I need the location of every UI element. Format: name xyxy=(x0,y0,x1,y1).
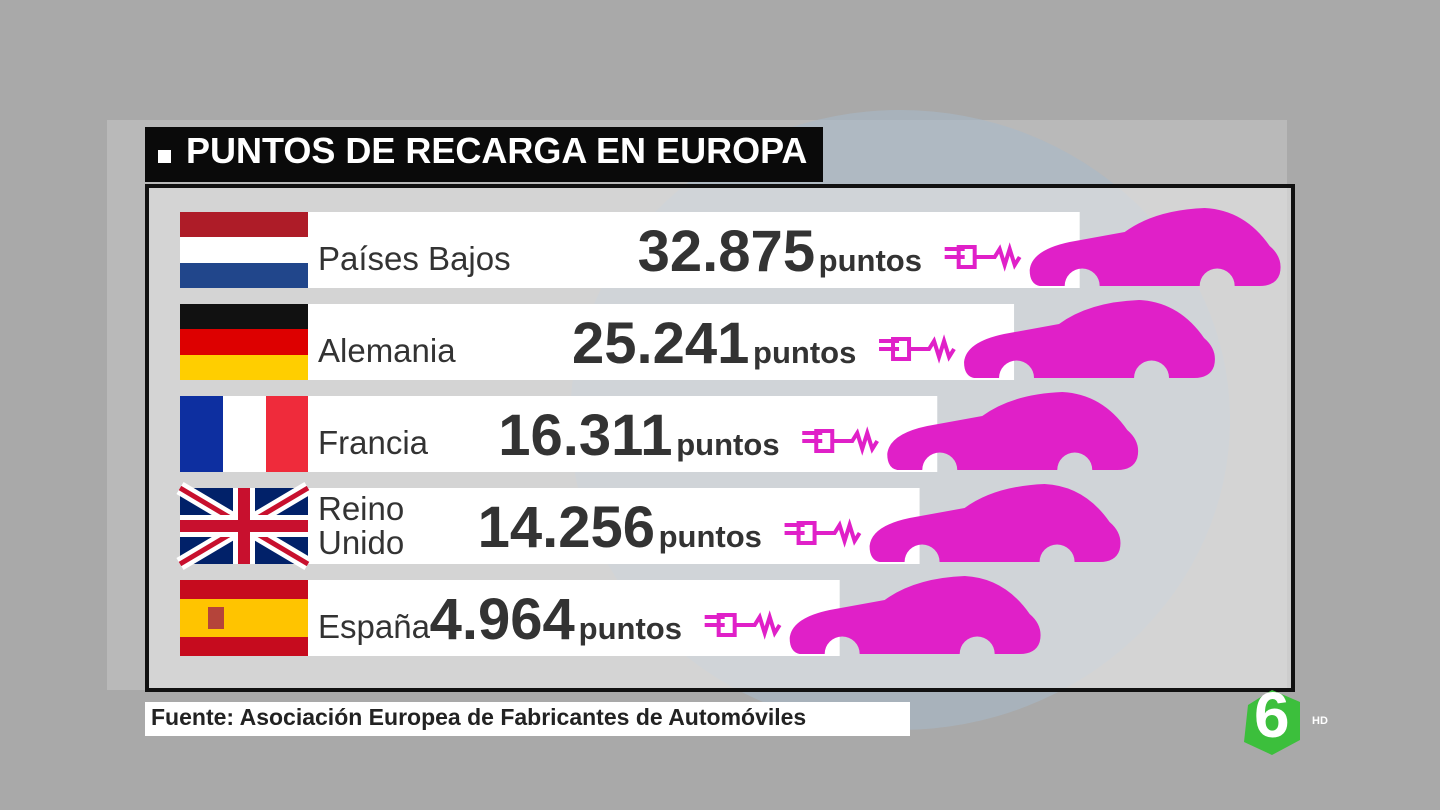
flag-band xyxy=(180,304,308,329)
title-bullet xyxy=(158,150,171,163)
source-box xyxy=(145,702,910,736)
flag-band xyxy=(180,263,308,288)
plug xyxy=(879,334,956,364)
flag-band xyxy=(180,599,308,637)
flag-band xyxy=(180,637,308,656)
car xyxy=(869,484,1121,562)
chart-title: PUNTOS DE RECARGA EN EUROPA xyxy=(186,130,808,171)
plug xyxy=(784,518,862,548)
car xyxy=(789,576,1041,654)
plug xyxy=(704,610,782,640)
source: Fuente: Asociación Europea de Fabricante… xyxy=(151,704,807,730)
value-label: 25.241 xyxy=(572,311,750,376)
unit-label: puntos xyxy=(753,335,857,370)
flag-band xyxy=(223,396,266,472)
flag-band xyxy=(266,396,308,472)
flag-band xyxy=(180,237,308,263)
value-label: 14.256 xyxy=(477,495,655,560)
flag xyxy=(180,580,308,656)
flag xyxy=(176,481,312,571)
title-box xyxy=(145,127,823,182)
logo-quality: HD xyxy=(1312,715,1328,727)
category-label: Alemania xyxy=(318,332,456,369)
flag-band xyxy=(180,212,308,237)
flag-band xyxy=(180,355,308,380)
value-label: 32.875 xyxy=(637,219,816,284)
unit-label: puntos xyxy=(676,427,780,462)
flag-band xyxy=(180,396,223,472)
unit-label: puntos xyxy=(578,611,682,646)
car xyxy=(1029,208,1281,286)
flag-band xyxy=(180,329,308,355)
bar xyxy=(180,304,1015,380)
flag xyxy=(180,212,308,288)
car xyxy=(964,300,1215,378)
value-label: 16.311 xyxy=(498,403,673,468)
flag xyxy=(180,304,308,380)
logo-hex xyxy=(1244,690,1300,755)
bar xyxy=(180,212,1080,288)
flag-emblem xyxy=(208,607,224,629)
category-label: Países Bajos xyxy=(318,240,511,277)
logo-mark: 6 xyxy=(1254,679,1290,751)
car xyxy=(887,392,1139,470)
category-label: España xyxy=(318,608,430,645)
flag-band xyxy=(180,580,308,599)
unit-label: puntos xyxy=(818,243,922,278)
category-label: Reino Unido xyxy=(318,490,405,561)
category-label: Francia xyxy=(318,424,429,461)
flag xyxy=(180,396,308,472)
unit-label: puntos xyxy=(658,519,762,554)
plug xyxy=(802,426,879,456)
flag-cross xyxy=(180,488,308,564)
plug xyxy=(944,242,1022,272)
value-label: 4.964 xyxy=(429,587,575,652)
